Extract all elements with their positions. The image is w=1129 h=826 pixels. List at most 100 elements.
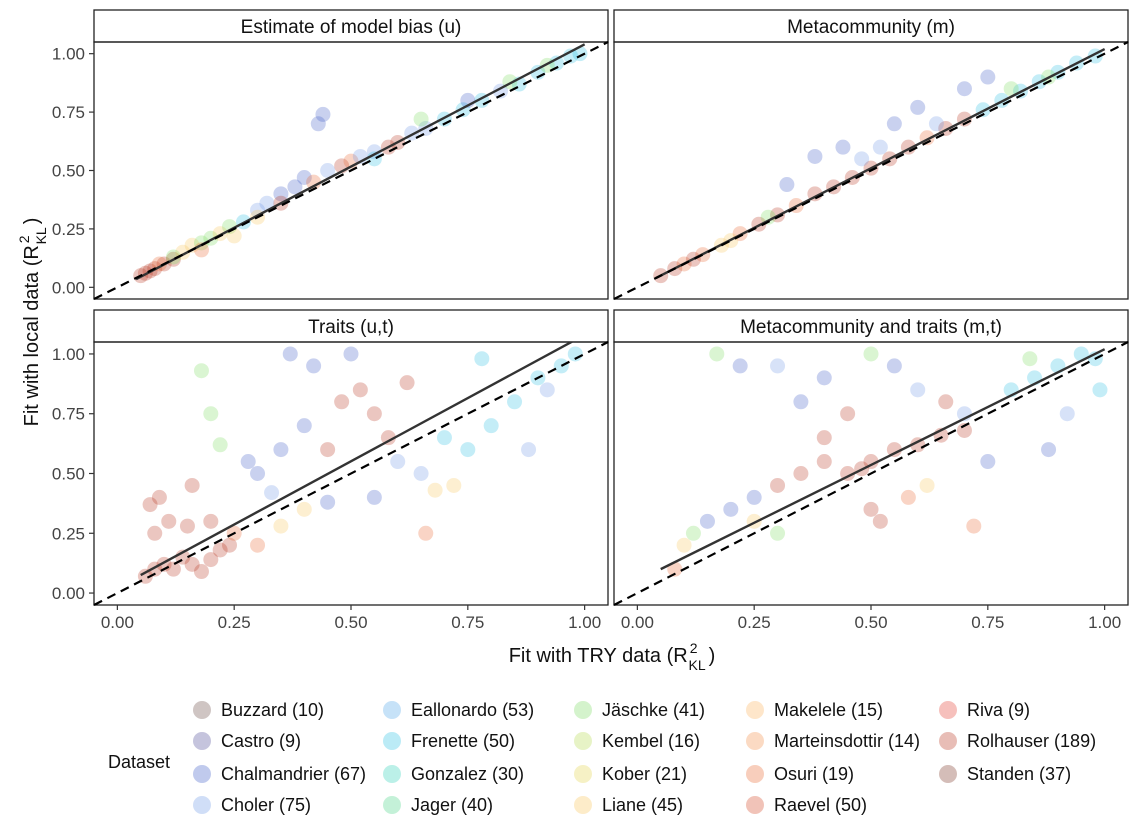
legend-label: Makelele (15) [774,700,883,720]
panel-1: Estimate of model bias (u) 0.00 0.25 0.50 0.… [52,9,609,300]
legend-label: Frenette (50) [411,731,515,751]
data-point [380,430,396,446]
data-point [840,406,856,422]
panel-plot-area [653,47,1106,284]
data-point [816,430,832,446]
panel-border [613,41,1129,300]
data-point [436,430,452,446]
panel-plot-area [660,346,1108,577]
fit-line [660,348,1106,571]
reference-line-1to1 [613,341,1129,606]
legend-key [939,765,957,783]
data-point [723,501,739,517]
data-point [676,537,692,553]
data-point [296,418,312,434]
legend-key [383,701,401,719]
data-point [854,151,870,167]
data-point [193,564,209,580]
axis-title-main: Fit with TRY data (R [509,645,688,667]
panel-strip [613,9,1129,43]
legend-label: Eallonardo (53) [411,700,534,720]
data-point [282,346,298,362]
data-point [193,363,209,379]
legend-key [383,765,401,783]
panel-title: Traits (u,t) [308,317,394,338]
data-point [872,139,888,155]
data-point [563,48,579,64]
fit-line [140,342,574,577]
data-point [296,170,312,186]
legend-key [193,765,211,783]
legend-title: Dataset [108,752,170,772]
data-point [366,406,382,422]
y-tick-label: 0.50 [52,162,85,181]
data-point [460,442,476,458]
data-point [980,454,996,470]
data-point [685,525,701,541]
legend-label: Rolhauser (189) [967,731,1096,751]
data-point [226,228,242,244]
data-point [886,442,902,458]
data-point [203,513,219,529]
data-point [807,148,823,164]
x-tick-label: 0.25 [218,613,251,632]
data-point [816,454,832,470]
data-point [863,346,879,362]
panel-strip [613,309,1129,343]
data-point [142,497,158,513]
data-point [980,69,996,85]
legend-label: Chalmandrier (67) [221,764,366,784]
legend: Dataset Buzzard (10) Castro (9) Chalmandrie… [108,700,1096,815]
data-point [222,537,238,553]
y-tick-label: 0.25 [52,220,85,239]
axis-title-sub: KL [688,657,705,673]
data-point [521,442,537,458]
data-point [306,174,322,190]
data-point [165,561,181,577]
data-point [863,454,879,470]
legend-key [939,732,957,750]
axis-title-main: Fit with local data (R [21,245,43,426]
legend-label: Kober (21) [602,764,687,784]
y-tick-label: 1.00 [52,345,85,364]
data-point [184,477,200,493]
data-point [366,489,382,505]
data-point [413,111,429,127]
data-point [770,477,786,493]
panel-plot-area [137,342,583,584]
fit-line [655,47,1106,280]
data-point [709,346,725,362]
legend-label: Liane (45) [602,795,683,815]
data-point [956,422,972,438]
data-point [161,513,177,529]
data-point [553,358,569,374]
panel-2: Metacommunity (m) [613,9,1129,300]
data-point [928,116,944,132]
y-tick-label: 0.00 [52,278,85,297]
legend-label: Standen (37) [967,764,1071,784]
y-tick-label: 0.75 [52,103,85,122]
data-point [863,501,879,517]
legend-label: Riva (9) [967,700,1030,720]
data-point [474,351,490,367]
data-point [320,163,336,178]
axis-title-close: ) [21,218,43,225]
panel-title: Estimate of model bias (u) [241,17,462,38]
y-axis-title-text: Fit with local data (R 2KL) [16,218,49,427]
data-point [779,177,795,193]
data-point [343,346,359,362]
data-point [886,116,902,132]
legend-key [939,701,957,719]
data-point [273,186,289,202]
legend-key [746,765,764,783]
data-point [910,382,926,398]
x-tick-label: 0.50 [854,613,887,632]
fit-line [135,43,586,281]
y-tick-label: 1.00 [52,45,85,64]
legend-label: Castro (9) [221,731,301,751]
data-point [212,437,228,453]
data-point [1059,406,1075,422]
panel-3: Traits (u,t) 0.00 0.25 0.50 0.75 1.00 0.00 0.25… [52,309,609,632]
data-point [910,99,926,115]
